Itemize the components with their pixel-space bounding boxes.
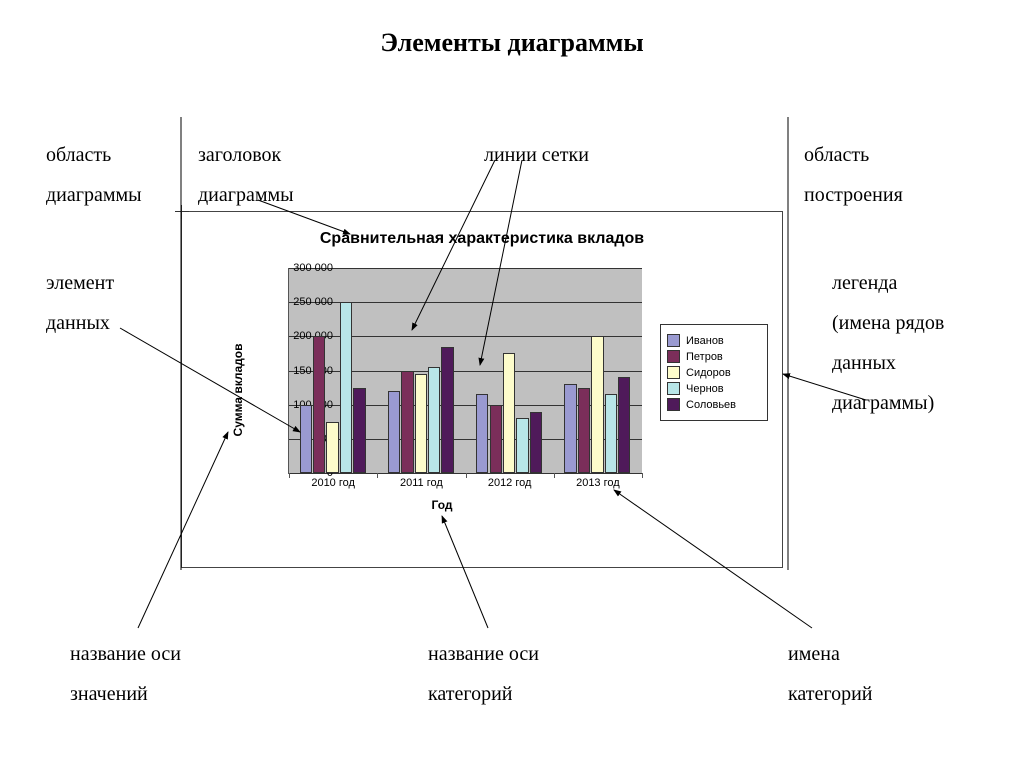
bar [340,302,352,473]
legend-label: Сидоров [686,367,731,379]
legend-label: Петров [686,351,723,363]
label-chart-title: заголовокдиаграммы [198,135,294,215]
bar [591,336,603,473]
legend-item: Чернов [667,382,761,395]
label-gridlines: линии сетки [484,135,589,175]
x-tick-label: 2012 год [488,477,532,489]
label-value-axis-title: название осизначений [70,634,181,714]
legend-swatch [667,350,680,363]
label-data-element: элементданных [46,263,114,343]
bar [564,384,576,473]
label-legend: легенда(имена рядовданныхдиаграммы) [832,263,944,423]
bar [353,388,365,473]
bar [313,336,325,473]
x-tick-label: 2010 год [311,477,355,489]
legend-item: Иванов [667,334,761,347]
label-chart-area: областьдиаграммы [46,135,142,215]
label-category-names: именакатегорий [788,634,873,714]
bar [503,353,515,473]
y-tick-label: 300 000 [291,262,333,274]
bar [618,377,630,473]
bar [476,394,488,473]
x-tick-label: 2013 год [576,477,620,489]
legend-item: Соловьев [667,398,761,411]
y-tick-label: 250 000 [291,296,333,308]
label-category-axis-title: название осикатегорий [428,634,539,714]
bar [401,371,413,474]
y-axis-title: Сумма вкладов [231,344,245,437]
legend-label: Иванов [686,335,724,347]
y-tick-label: 150 000 [291,365,333,377]
y-tick-label: 100 000 [291,399,333,411]
bar [605,394,617,473]
legend-label: Чернов [686,383,724,395]
bar [300,405,312,473]
chart-area-frame: Сравнительная характеристика вкладов Сум… [181,211,783,568]
bar [490,405,502,473]
legend-swatch [667,366,680,379]
legend-box: Иванов Петров Сидоров Чернов Соловьев [660,324,768,421]
legend-item: Сидоров [667,366,761,379]
chart-title: Сравнительная характеристика вкладов [182,230,782,248]
gridline [289,268,642,269]
legend-swatch [667,334,680,347]
legend-swatch [667,398,680,411]
plot-wrap: Сумма вкладов 050 000100 000150 000200 0… [242,268,642,512]
bar [326,422,338,473]
bar [388,391,400,473]
bar [516,418,528,473]
x-tick-label: 2011 год [400,477,443,489]
label-plot-area: областьпостроения [804,135,903,215]
bar [441,347,453,473]
bar [578,388,590,473]
legend-item: Петров [667,350,761,363]
bar [415,374,427,473]
bar [428,367,440,473]
legend-swatch [667,382,680,395]
x-axis-title: Год [242,498,642,512]
y-tick-label: 200 000 [291,330,333,342]
plot-area: 050 000100 000150 000200 000250 000300 0… [288,268,642,474]
page-title: Элементы диаграммы [0,28,1024,58]
legend-label: Соловьев [686,399,736,411]
bar [530,412,542,474]
